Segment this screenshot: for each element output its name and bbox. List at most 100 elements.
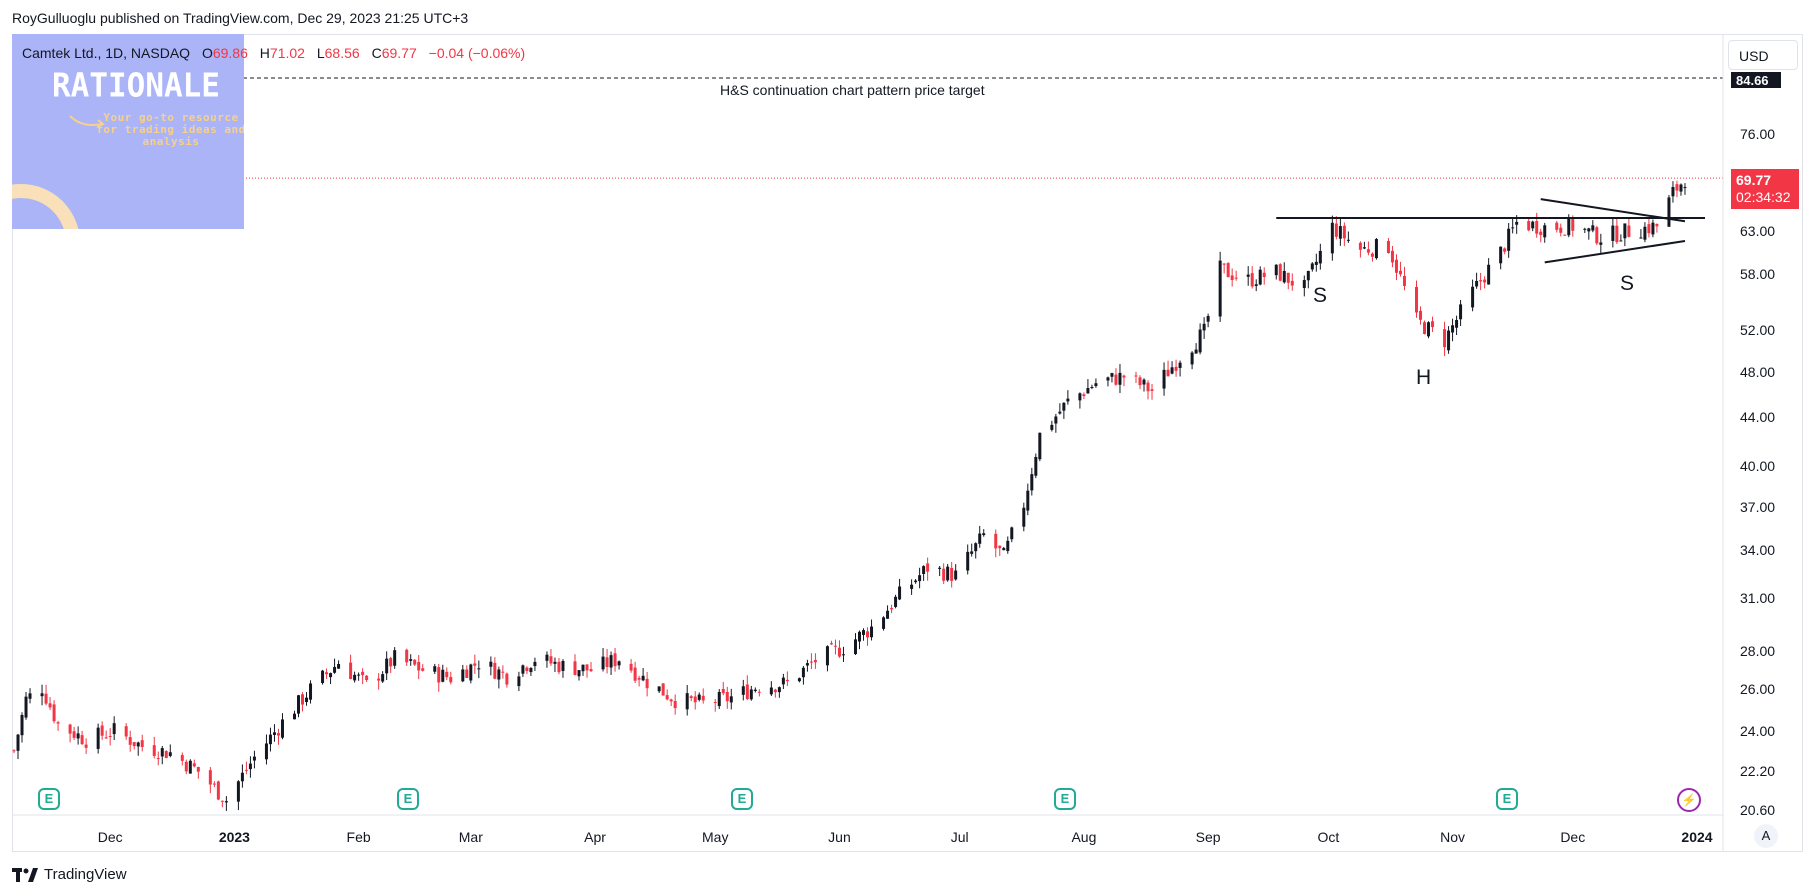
candle-body[interactable] (1643, 226, 1647, 240)
candle-body[interactable] (922, 566, 926, 574)
candle-body[interactable] (449, 677, 453, 683)
candle-body[interactable] (349, 662, 353, 680)
candle-body[interactable] (837, 647, 841, 657)
candle-body[interactable] (305, 697, 309, 703)
candle-body[interactable] (208, 770, 212, 785)
candle-body[interactable] (128, 737, 132, 745)
candle-body[interactable] (445, 671, 449, 678)
candle-body[interactable] (80, 735, 84, 745)
candle-body[interactable] (665, 695, 669, 700)
candle-body[interactable] (942, 568, 946, 581)
candle-body[interactable] (268, 734, 272, 745)
candle-body[interactable] (1162, 369, 1166, 389)
candle-body[interactable] (741, 686, 745, 695)
candle-body[interactable] (581, 664, 585, 672)
candle-body[interactable] (1150, 389, 1154, 391)
candle-body[interactable] (1563, 234, 1567, 236)
candle-body[interactable] (894, 596, 898, 607)
candle-body[interactable] (749, 689, 753, 700)
candle-body[interactable] (220, 800, 224, 802)
candle-body[interactable] (1471, 286, 1475, 308)
candle-body[interactable] (393, 650, 397, 666)
earnings-badge[interactable]: E (731, 788, 753, 810)
candle-body[interactable] (1282, 270, 1286, 283)
candle-body[interactable] (1507, 228, 1511, 251)
candle-body[interactable] (1619, 240, 1623, 242)
candle-body[interactable] (1110, 373, 1114, 377)
candle-body[interactable] (489, 661, 493, 667)
candle-body[interactable] (1346, 239, 1350, 241)
candle-body[interactable] (1230, 275, 1234, 281)
candle-body[interactable] (974, 543, 978, 552)
candle-body[interactable] (1567, 217, 1571, 236)
candle-body[interactable] (689, 696, 693, 699)
candle-body[interactable] (1423, 322, 1427, 334)
candle-body[interactable] (437, 667, 441, 683)
candle-body[interactable] (68, 724, 72, 734)
candle-body[interactable] (473, 663, 477, 666)
candle-body[interactable] (441, 669, 445, 682)
candle-body[interactable] (1146, 382, 1150, 392)
candle-body[interactable] (1302, 280, 1306, 288)
candle-body[interactable] (1222, 263, 1226, 265)
candle-body[interactable] (413, 659, 417, 665)
candle-body[interactable] (1038, 432, 1042, 460)
candle-body[interactable] (809, 661, 813, 663)
candle-body[interactable] (757, 691, 761, 693)
candle-body[interactable] (280, 719, 284, 738)
candle-body[interactable] (1010, 527, 1014, 540)
currency-selector[interactable]: USD (1728, 40, 1798, 70)
candle-body[interactable] (1254, 284, 1258, 286)
candle-body[interactable] (1134, 375, 1138, 377)
candle-body[interactable] (1398, 270, 1402, 275)
candle-body[interactable] (801, 667, 805, 678)
candle-body[interactable] (1022, 507, 1026, 527)
candle-body[interactable] (461, 669, 465, 682)
candle-body[interactable] (1026, 490, 1030, 511)
candle-body[interactable] (1531, 221, 1535, 229)
candle-body[interactable] (1066, 398, 1070, 402)
candle-body[interactable] (529, 668, 533, 673)
candle-body[interactable] (112, 723, 116, 735)
candle-body[interactable] (825, 646, 829, 666)
candle-body[interactable] (24, 696, 28, 718)
candle-body[interactable] (545, 654, 549, 661)
candle-body[interactable] (1675, 184, 1679, 191)
candle-body[interactable] (938, 567, 942, 569)
candle-body[interactable] (1190, 352, 1194, 365)
candle-body[interactable] (637, 677, 641, 680)
candle-body[interactable] (72, 731, 76, 738)
candle-body[interactable] (333, 666, 337, 673)
candle-body[interactable] (1487, 264, 1491, 285)
candle-body[interactable] (1078, 393, 1082, 401)
candle-body[interactable] (16, 734, 20, 751)
candle-body[interactable] (497, 669, 501, 680)
candle-body[interactable] (156, 758, 160, 760)
candle-body[interactable] (188, 760, 192, 774)
candle-body[interactable] (1427, 322, 1431, 337)
candle-body[interactable] (1647, 224, 1651, 234)
candle-body[interactable] (1671, 186, 1675, 197)
candle-body[interactable] (1218, 260, 1222, 317)
candle-body[interactable] (1571, 218, 1575, 231)
candle-body[interactable] (1318, 250, 1322, 264)
candle-body[interactable] (192, 763, 196, 767)
candle-body[interactable] (918, 575, 922, 582)
candle-body[interactable] (409, 659, 413, 661)
candle-body[interactable] (910, 584, 914, 589)
candle-body[interactable] (1451, 325, 1455, 333)
candle-body[interactable] (629, 663, 633, 671)
candle-body[interactable] (898, 586, 902, 600)
candle-body[interactable] (1443, 329, 1447, 348)
candle-body[interactable] (164, 750, 168, 759)
candle-body[interactable] (1455, 320, 1459, 328)
candle-body[interactable] (577, 670, 581, 677)
candle-body[interactable] (553, 661, 557, 664)
candle-body[interactable] (882, 617, 886, 629)
candle-body[interactable] (777, 687, 781, 693)
earnings-badge[interactable]: E (397, 788, 419, 810)
candle-body[interactable] (1142, 379, 1146, 385)
candle-body[interactable] (1499, 246, 1503, 264)
candle-body[interactable] (805, 663, 809, 666)
candle-body[interactable] (1627, 225, 1631, 237)
